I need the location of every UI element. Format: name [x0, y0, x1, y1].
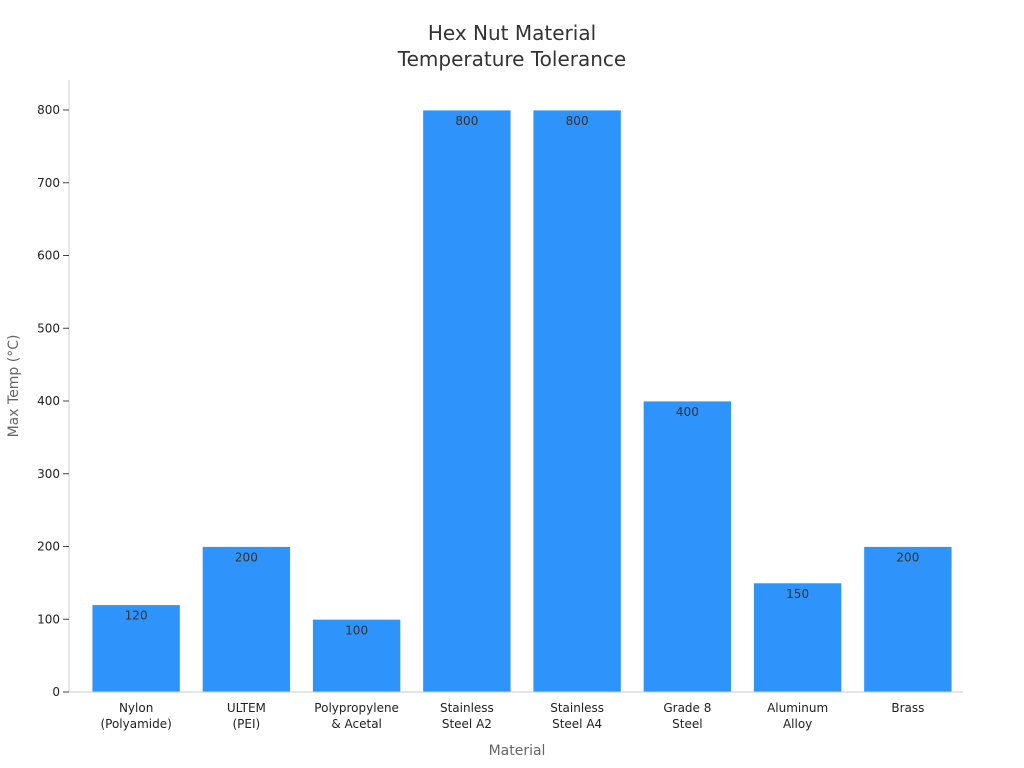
x-tick-label-6-1: Alloy — [783, 717, 812, 731]
data-label-5: 400 — [676, 405, 699, 419]
x-tick-label-3-0: Stainless — [440, 701, 494, 715]
y-tick-label-3: 300 — [37, 467, 60, 481]
x-tick-label-0-1: (Polyamide) — [100, 717, 171, 731]
y-ticks-group: 0 100 200 300 400 500 600 700 800 — [37, 103, 69, 699]
data-label-3: 800 — [455, 114, 478, 128]
x-tick-label-6-0: Aluminum — [767, 701, 828, 715]
y-tick-label-0: 0 — [52, 685, 60, 699]
y-tick-label-1: 100 — [37, 612, 60, 626]
x-tick-label-4-0: Stainless — [550, 701, 604, 715]
x-tick-label-1-1: (PEI) — [233, 717, 261, 731]
bars-group — [91, 109, 953, 693]
bar-5 — [642, 400, 732, 693]
data-label-0: 120 — [125, 609, 148, 623]
chart-title-line-1: Hex Nut Material — [428, 21, 596, 45]
chart-title-line-2: Temperature Tolerance — [397, 47, 626, 71]
data-labels-group: 120 200 100 800 800 400 150 200 — [125, 114, 920, 637]
x-tick-label-1-0: ULTEM — [227, 701, 266, 715]
x-axis-label: Material — [489, 743, 546, 759]
y-tick-label-6: 600 — [37, 249, 60, 263]
x-tick-label-7-0: Brass — [891, 701, 924, 715]
y-tick-label-7: 700 — [37, 176, 60, 190]
data-label-1: 200 — [235, 551, 258, 565]
x-tick-label-0-0: Nylon — [119, 701, 153, 715]
data-label-2: 100 — [345, 623, 368, 637]
bar-3 — [422, 109, 512, 693]
y-tick-label-5: 500 — [37, 321, 60, 335]
bar-6 — [753, 582, 843, 693]
x-tick-label-3-1: Steel A2 — [442, 717, 492, 731]
y-tick-label-4: 400 — [37, 394, 60, 408]
x-tick-label-2-0: Polypropylene — [314, 701, 399, 715]
x-labels-group: Nylon (Polyamide) ULTEM (PEI) Polypropylene &… — [100, 701, 924, 731]
y-tick-label-8: 800 — [37, 103, 60, 117]
bar-4 — [532, 109, 622, 693]
x-tick-label-5-0: Grade 8 — [663, 701, 711, 715]
bar-2 — [312, 618, 402, 693]
x-tick-label-2-1: & Acetal — [331, 717, 382, 731]
data-label-4: 800 — [566, 114, 589, 128]
bar-0 — [91, 604, 181, 693]
x-tick-label-4-1: Steel A4 — [552, 717, 602, 731]
y-axis-label: Max Temp (°C) — [6, 335, 22, 438]
data-label-6: 150 — [786, 587, 809, 601]
x-tick-label-5-1: Steel — [672, 717, 702, 731]
bar-1 — [201, 546, 291, 693]
bar-7 — [863, 546, 953, 693]
y-tick-label-2: 200 — [37, 540, 60, 554]
data-label-7: 200 — [896, 551, 919, 565]
